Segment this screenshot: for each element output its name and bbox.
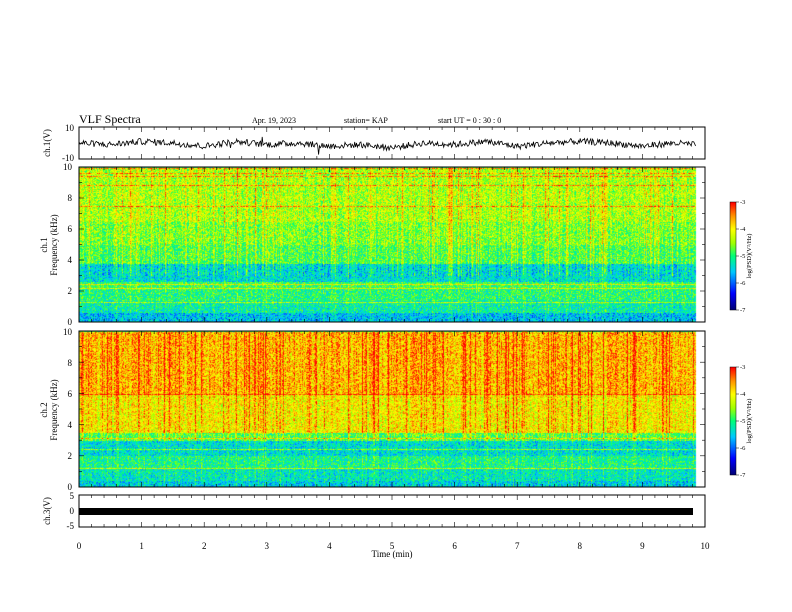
colorbar-tick-label: -7 [740, 307, 746, 314]
ch3-ytick-mid: 0 [70, 506, 75, 516]
ch3-ytick-bottom: -5 [67, 521, 75, 531]
ch1-ytick-bottom: -10 [62, 153, 74, 163]
ch1-ytick-top: 10 [65, 123, 75, 133]
time-axis-title: Time (min) [372, 549, 413, 559]
ch2-spectrogram-ylabel-frequency: Frequency (kHz) [49, 379, 59, 440]
ch1-spectrogram-yticks: 0 2 4 6 8 10 [63, 162, 73, 327]
ch1-ytick-0: 0 [68, 317, 73, 327]
ch2-colorbar: -3 -4 -5 -6 -7 log(PSD)(V²/Hz) [729, 364, 753, 479]
time-axis-labels: 0 1 2 3 4 5 6 7 8 9 10 [77, 541, 710, 551]
colorbar-tick-label: -4 [740, 226, 746, 233]
ch1-spectrogram-panel: 0 2 4 6 8 10 ch.1 Frequency (kHz) [39, 162, 706, 327]
colorbar-tick-label: -6 [740, 445, 746, 452]
colorbar-tick-label: -7 [740, 472, 746, 479]
colorbar-tick-label: -6 [740, 280, 746, 287]
ch2-spectrogram-image [79, 331, 705, 487]
ch2-colorbar-label: log(PSD)(V²/Hz) [746, 399, 753, 444]
ch1-colorbar: -3 -4 -5 -6 -7 log(PSD)(V²/Hz) [729, 199, 753, 314]
ch2-ytick-2: 2 [68, 451, 73, 461]
ch3-ytick-top: 5 [70, 491, 75, 501]
time-axis-tick-marks [78, 127, 706, 527]
ch1-spectrogram-ylabel-channel: ch.1 [39, 237, 49, 252]
colorbar-tick-label: -3 [740, 199, 745, 206]
ch1-colorbar-gradient [730, 202, 736, 310]
ch1-spectrogram-ylabel-frequency: Frequency (kHz) [49, 214, 59, 275]
ch1-colorbar-label: log(PSD)(V²/Hz) [746, 234, 753, 279]
ch3-ylabel: ch.3(V) [42, 497, 52, 525]
time-tick-label: 8 [578, 541, 583, 551]
ch1-ytick-6: 6 [68, 224, 73, 234]
ch3-waveform-band [79, 508, 693, 515]
ch2-ytick-8: 8 [68, 358, 73, 368]
time-tick-label: 1 [139, 541, 144, 551]
ch1-ytick-10: 10 [63, 162, 73, 172]
colorbar-tick-label: -5 [740, 418, 745, 425]
time-tick-label: 10 [701, 541, 711, 551]
time-tick-label: 0 [77, 541, 82, 551]
ch2-colorbar-gradient [730, 367, 736, 475]
time-tick-label: 4 [327, 541, 332, 551]
date-label: Apr. 19, 2023 [252, 116, 296, 125]
ch2-ytick-6: 6 [68, 389, 73, 399]
ch2-ytick-10: 10 [63, 327, 73, 337]
time-tick-label: 6 [452, 541, 457, 551]
colorbar-tick-label: -3 [740, 364, 745, 371]
time-tick-label: 2 [202, 541, 207, 551]
ch1-waveform-line [78, 136, 696, 155]
time-tick-label: 9 [640, 541, 645, 551]
figure-title: VLF Spectra [79, 112, 141, 126]
ch1-waveform-panel: 10 -10 ch.1(V) [42, 123, 706, 163]
ch1-ytick-8: 8 [68, 193, 73, 203]
ch1-ytick-4: 4 [68, 255, 73, 265]
time-tick-label: 5 [390, 541, 395, 551]
ch2-ytick-4: 4 [68, 420, 73, 430]
ch2-ytick-0: 0 [68, 482, 73, 492]
ch2-colorbar-ticks: -3 -4 -5 -6 -7 [736, 364, 746, 479]
time-tick-label: 7 [515, 541, 520, 551]
time-tick-label: 3 [265, 541, 270, 551]
ch1-ylabel: ch.1(V) [42, 129, 52, 157]
ch2-spectrogram-yticks: 0 2 4 6 8 10 [63, 327, 73, 492]
ch1-ytick-2: 2 [68, 286, 73, 296]
start-time-label: start UT = 0 : 30 : 0 [438, 116, 501, 125]
ch1-spectrogram-image [79, 167, 705, 322]
colorbar-tick-label: -5 [740, 253, 745, 260]
station-label: station= KAP [344, 116, 388, 125]
colorbar-tick-label: -4 [740, 391, 746, 398]
ch1-colorbar-ticks: -3 -4 -5 -6 -7 [736, 199, 746, 314]
ch2-spectrogram-panel: 0 2 4 6 8 10 ch.2 Frequency (kHz) [39, 327, 706, 492]
ch2-spectrogram-ylabel-channel: ch.2 [39, 402, 49, 417]
